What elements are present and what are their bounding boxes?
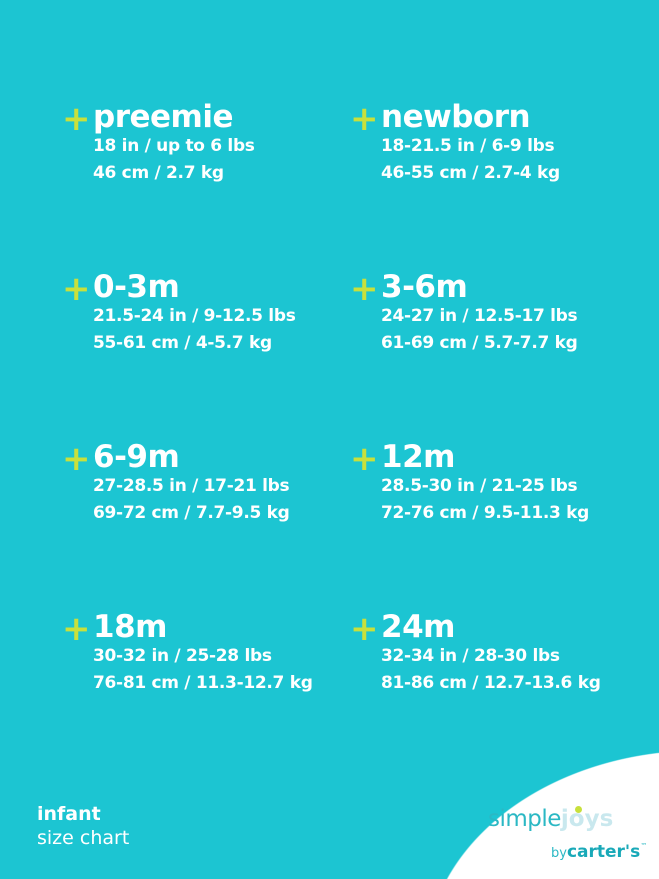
size-name: preemie [93, 99, 233, 135]
size-metric: 81-86 cm / 12.7-13.6 kg [381, 673, 601, 693]
plus-icon: + [62, 609, 91, 649]
size-imperial: 21.5-24 in / 9-12.5 lbs [93, 306, 296, 326]
size-name: 0-3m [93, 269, 180, 305]
size-imperial: 28.5-30 in / 21-25 lbs [381, 476, 578, 496]
plus-icon: + [62, 269, 91, 309]
logo-by-carters: bycarter's™ [551, 842, 647, 862]
size-imperial: 24-27 in / 12.5-17 lbs [381, 306, 578, 326]
logo-tm: ™ [640, 842, 648, 850]
plus-icon: + [350, 99, 379, 139]
size-name: 18m [93, 609, 167, 645]
logo-brand: carter's [566, 842, 641, 862]
plus-icon: + [62, 99, 91, 139]
caption-line1: infant [37, 803, 101, 825]
size-metric: 69-72 cm / 7.7-9.5 kg [93, 503, 290, 523]
plus-icon: + [350, 439, 379, 479]
size-name: 24m [381, 609, 455, 645]
plus-icon: + [350, 269, 379, 309]
logo-joys: joys [560, 806, 614, 832]
logo-background [425, 750, 659, 879]
chart-caption: infant size chart [37, 802, 129, 850]
logo-dot-icon [575, 806, 582, 813]
size-metric: 46 cm / 2.7 kg [93, 163, 224, 183]
plus-icon: + [350, 609, 379, 649]
size-metric: 76-81 cm / 11.3-12.7 kg [93, 673, 313, 693]
size-name: 12m [381, 439, 455, 475]
caption-line2: size chart [37, 827, 130, 849]
size-imperial: 30-32 in / 25-28 lbs [93, 646, 272, 666]
size-imperial: 18 in / up to 6 lbs [93, 136, 255, 156]
size-name: 6-9m [93, 439, 180, 475]
plus-icon: + [62, 439, 91, 479]
size-metric: 61-69 cm / 5.7-7.7 kg [381, 333, 578, 353]
size-name: newborn [381, 99, 531, 135]
size-imperial: 18-21.5 in / 6-9 lbs [381, 136, 555, 156]
logo-simple: simple [488, 806, 561, 832]
size-metric: 55-61 cm / 4-5.7 kg [93, 333, 272, 353]
size-metric: 72-76 cm / 9.5-11.3 kg [381, 503, 590, 523]
size-imperial: 27-28.5 in / 17-21 lbs [93, 476, 290, 496]
size-imperial: 32-34 in / 28-30 lbs [381, 646, 560, 666]
size-metric: 46-55 cm / 2.7-4 kg [381, 163, 560, 183]
size-name: 3-6m [381, 269, 468, 305]
logo-by: by [551, 846, 567, 861]
simple-joys-logo: simplejoys [488, 806, 613, 832]
